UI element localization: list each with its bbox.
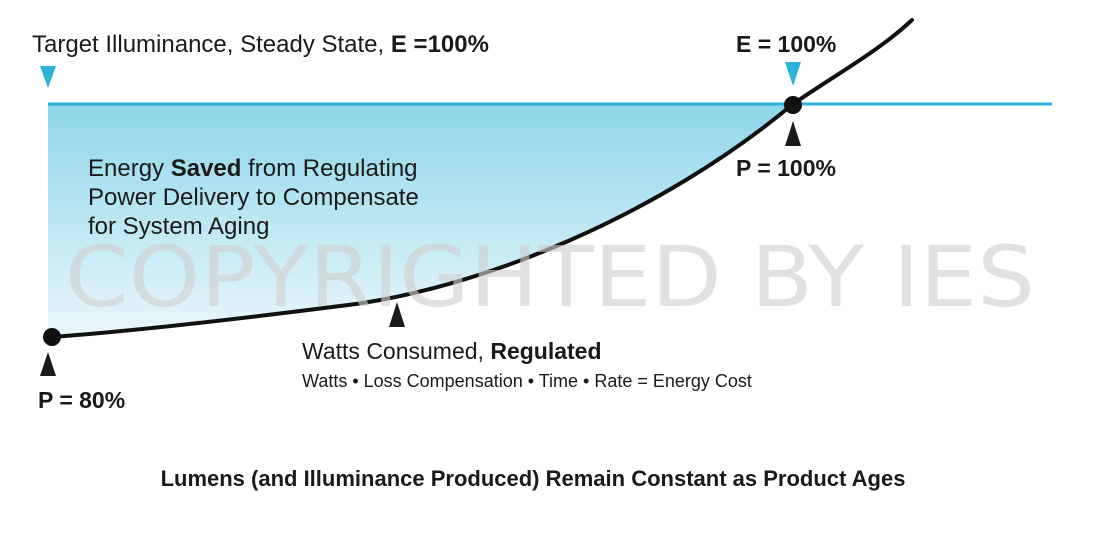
energy-saved-line-3: for System Aging	[88, 213, 269, 240]
triangle-down-icon	[785, 62, 801, 86]
e-100-label: E = 100%	[736, 31, 836, 57]
p-100-point	[784, 96, 802, 114]
energy-saved-line-2: Power Delivery to Compensate	[88, 184, 419, 211]
watts-consumed-curve	[50, 18, 914, 339]
target-illuminance-label: Target Illuminance, Steady State, E =100…	[32, 31, 489, 58]
watts-consumed-label: Watts Consumed, Regulated	[302, 338, 602, 364]
triangle-up-icon	[389, 302, 405, 327]
energy-saved-line-1: Energy Saved from Regulating	[88, 155, 418, 182]
triangle-down-icon	[40, 66, 56, 88]
p-100-label: P = 100%	[736, 155, 836, 181]
p-80-point	[43, 328, 61, 346]
copyright-watermark: COPYRIGHTED BY IES	[65, 228, 1035, 326]
p-80-label: P = 80%	[38, 387, 125, 413]
energy-cost-formula: Watts • Loss Compensation • Time • Rate …	[302, 371, 752, 391]
energy-saved-area	[48, 104, 793, 337]
energy-saved-label: Energy Saved from Regulating Power Deliv…	[88, 155, 425, 240]
triangle-up-icon	[785, 121, 801, 146]
caption: Lumens (and Illuminance Produced) Remain…	[161, 466, 906, 491]
triangle-up-icon	[40, 352, 56, 376]
